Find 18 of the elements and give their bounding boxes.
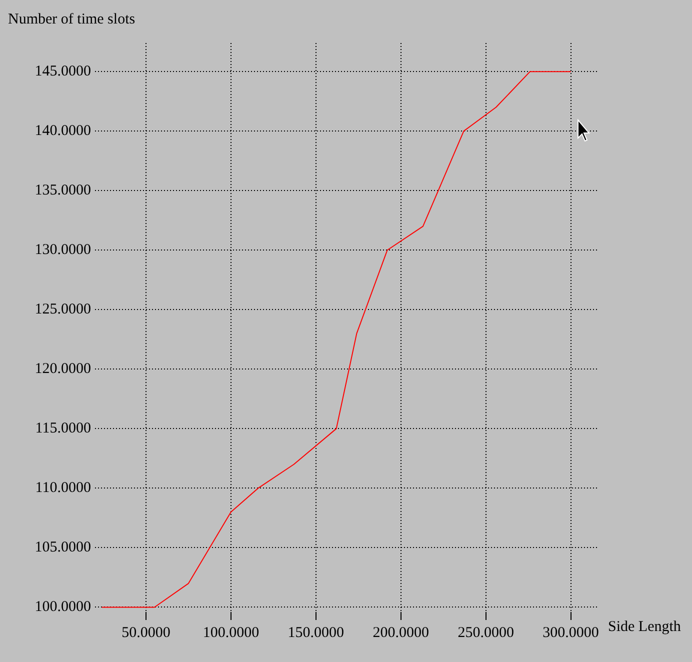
x-axis-title: Side Length (608, 618, 682, 635)
y-tick-label: 125.0000 (34, 302, 91, 318)
x-tick-label: 250.0000 (458, 624, 514, 641)
x-tick-label: 300.0000 (542, 624, 599, 641)
y-tick-label: 120.0000 (34, 361, 91, 378)
y-tick-label: 140.0000 (34, 123, 91, 140)
x-tick-label: 100.0000 (202, 624, 260, 641)
y-tick-label: 100.0000 (34, 599, 91, 616)
y-tick-label: 135.0000 (34, 182, 91, 199)
y-tick-label: 130.0000 (34, 242, 91, 258)
y-tick-label: 145.0000 (34, 64, 91, 80)
x-tick-label: 200.0000 (372, 624, 430, 641)
y-tick-label: 105.0000 (34, 540, 91, 556)
x-tick-label: 50.0000 (122, 624, 170, 641)
y-axis-title: Number of time slots (8, 11, 136, 28)
y-tick-label: 110.0000 (35, 480, 91, 496)
y-tick-label: 115.0000 (35, 420, 91, 437)
x-tick-label: 150.0000 (288, 624, 344, 641)
